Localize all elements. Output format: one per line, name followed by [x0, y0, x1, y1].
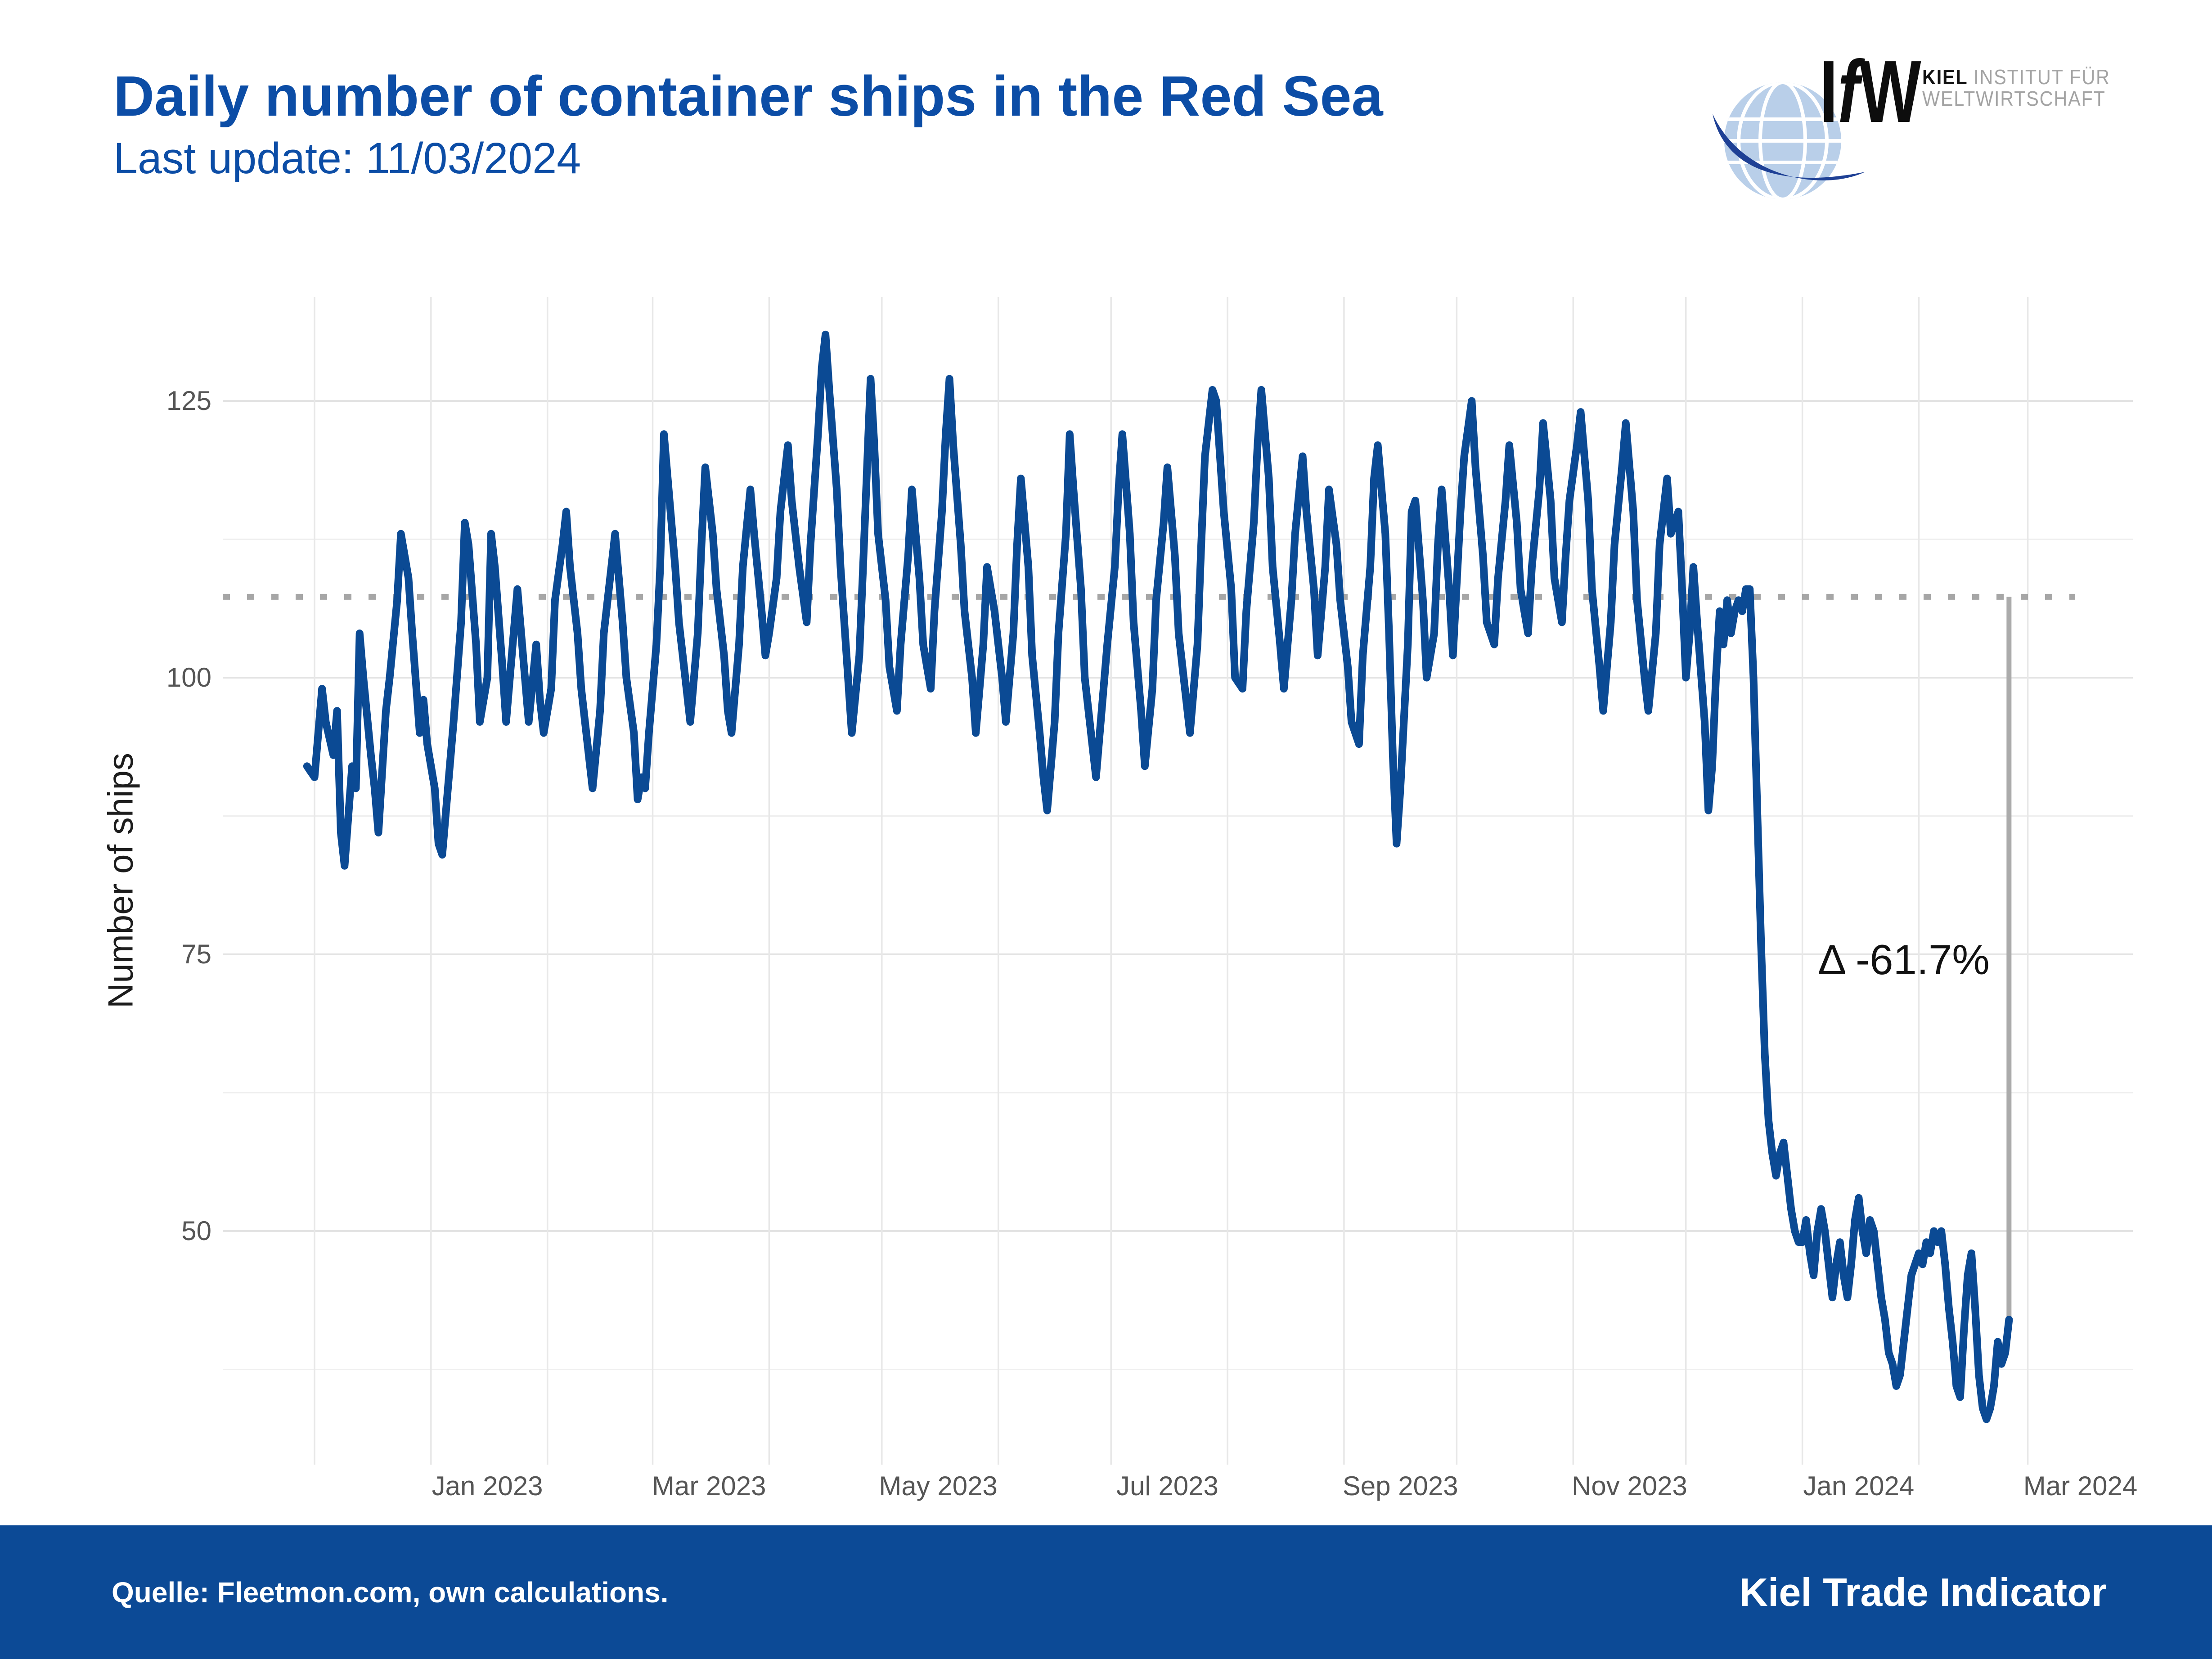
y-tick-label: 100	[166, 662, 211, 692]
monogram-i: I	[1820, 43, 1838, 141]
monogram-w: W	[1860, 43, 1921, 141]
x-tick-label: Jan 2024	[1803, 1471, 1915, 1501]
x-tick-label: Mar 2023	[652, 1471, 766, 1501]
x-tick-label: May 2023	[879, 1471, 998, 1501]
x-tick-label: Sep 2023	[1342, 1471, 1458, 1501]
data-series-line	[303, 330, 2013, 1423]
svg-text:IfW: IfW	[1820, 43, 1921, 141]
globe-icon: IfW KIEL INSTITUT FÜR WELTWIRTSCHAFT	[1713, 42, 2110, 199]
chart-subtitle: Last update: 11/03/2024	[113, 134, 581, 183]
y-tick-label: 125	[166, 386, 211, 416]
org-kiel: KIEL	[1922, 66, 1968, 89]
ifw-monogram: IfW	[1820, 42, 1921, 141]
footer-bar: Quelle: Fleetmon.com, own calculations. …	[0, 1525, 2212, 1659]
ifw-kiel-logo: IfW KIEL INSTITUT FÜR WELTWIRTSCHAFT	[1710, 42, 2124, 214]
source-note: Quelle: Fleetmon.com, own calculations.	[112, 1576, 669, 1609]
delta-annotation: Δ -61.7%	[1818, 936, 1990, 984]
org-weltwirtschaft: WELTWIRTSCHAFT	[1922, 87, 2106, 111]
org-name-line2: WELTWIRTSCHAFT	[1922, 87, 2106, 111]
globe-grid	[1724, 82, 1841, 199]
brand-label: Kiel Trade Indicator	[1739, 1569, 2107, 1614]
globe-swoosh	[1713, 114, 1865, 180]
y-tick-label: 75	[181, 939, 211, 969]
org-name-line1: KIEL INSTITUT FÜR	[1922, 66, 2110, 89]
x-tick-label: Mar 2024	[2023, 1471, 2138, 1501]
x-tick-label: Jan 2023	[432, 1471, 543, 1501]
chart-title: Daily number of container ships in the R…	[113, 64, 1383, 128]
y-tick-label: 50	[181, 1216, 211, 1246]
y-axis-title: Number of ships	[100, 753, 140, 1008]
org-institut: INSTITUT FÜR	[1974, 66, 2110, 89]
x-tick-label: Nov 2023	[1572, 1471, 1687, 1501]
x-tick-label: Jul 2023	[1116, 1471, 1218, 1501]
